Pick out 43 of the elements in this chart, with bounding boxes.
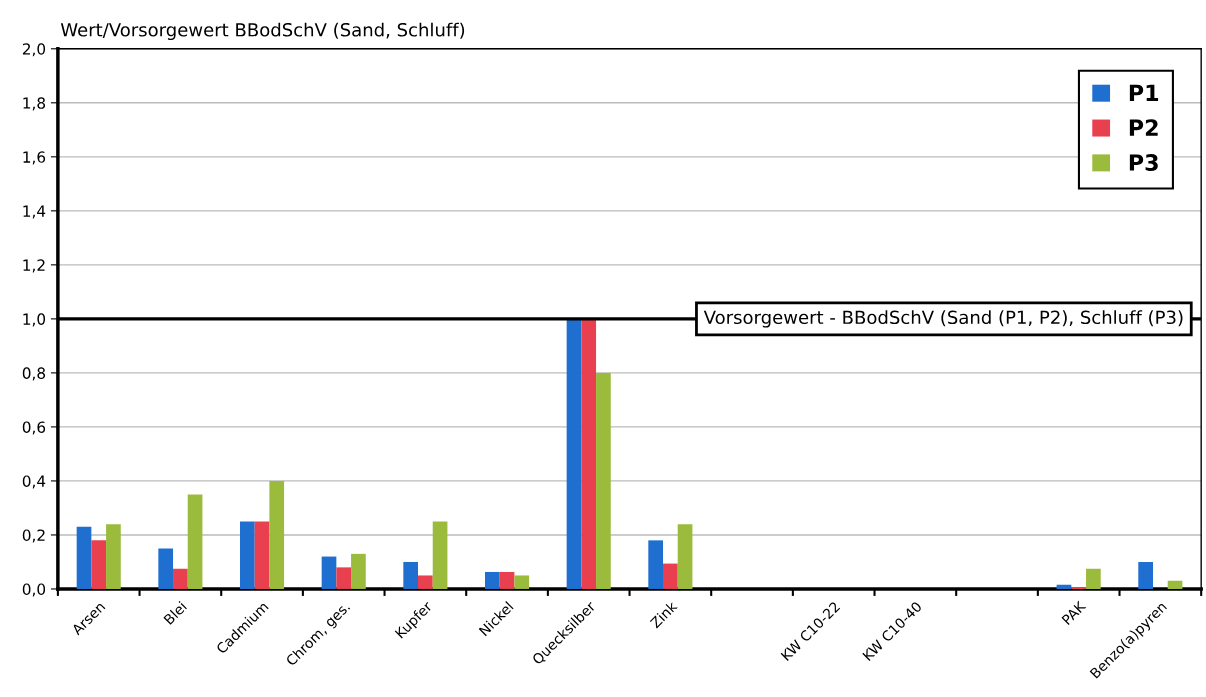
bar [581,318,597,589]
chart-title: Wert/Vorsorgewert BBodSchV (Sand, Schluff) [60,22,465,41]
bar [1167,580,1183,589]
bar [254,521,270,589]
y-tick-label: 2,0 [22,43,46,57]
bar [173,568,188,589]
legend-label: P2 [1129,119,1158,136]
bar [336,567,352,589]
y-tick-label: 0,8 [22,367,46,381]
bar [321,556,337,589]
bar [596,372,611,589]
ref-line-label: Vorsorgewert - BBodSchV (Sand (P1, P2), Schluff (P3) [703,310,1183,328]
bar [499,571,515,589]
bar [403,561,419,589]
y-tick-label: 0,0 [22,583,46,597]
bar [566,318,582,589]
bar [1138,561,1153,589]
bar [514,575,530,589]
bar [269,480,285,589]
legend-label: P1 [1129,84,1159,101]
bar [663,563,678,589]
bar [158,548,174,589]
y-tick-label: 0,4 [22,475,46,489]
bar [677,524,693,589]
bar [484,571,500,589]
bar [76,526,92,589]
y-tick-label: 1,4 [23,205,46,219]
bar [648,540,664,589]
y-tick-label: 1,2 [23,259,45,273]
y-tick-label: 1,6 [23,151,46,165]
y-tick-label: 1,0 [23,313,46,327]
bar [187,494,203,589]
bar [351,553,366,589]
bar [418,575,433,589]
bar [240,521,255,589]
bar [1086,568,1101,589]
legend-label: P3 [1129,154,1158,171]
y-tick-label: 0,2 [22,529,45,543]
bar [106,524,121,589]
y-tick-label: 0,6 [22,421,46,435]
bar [432,521,448,589]
bar [91,540,107,589]
y-tick-label: 1,8 [23,97,46,111]
